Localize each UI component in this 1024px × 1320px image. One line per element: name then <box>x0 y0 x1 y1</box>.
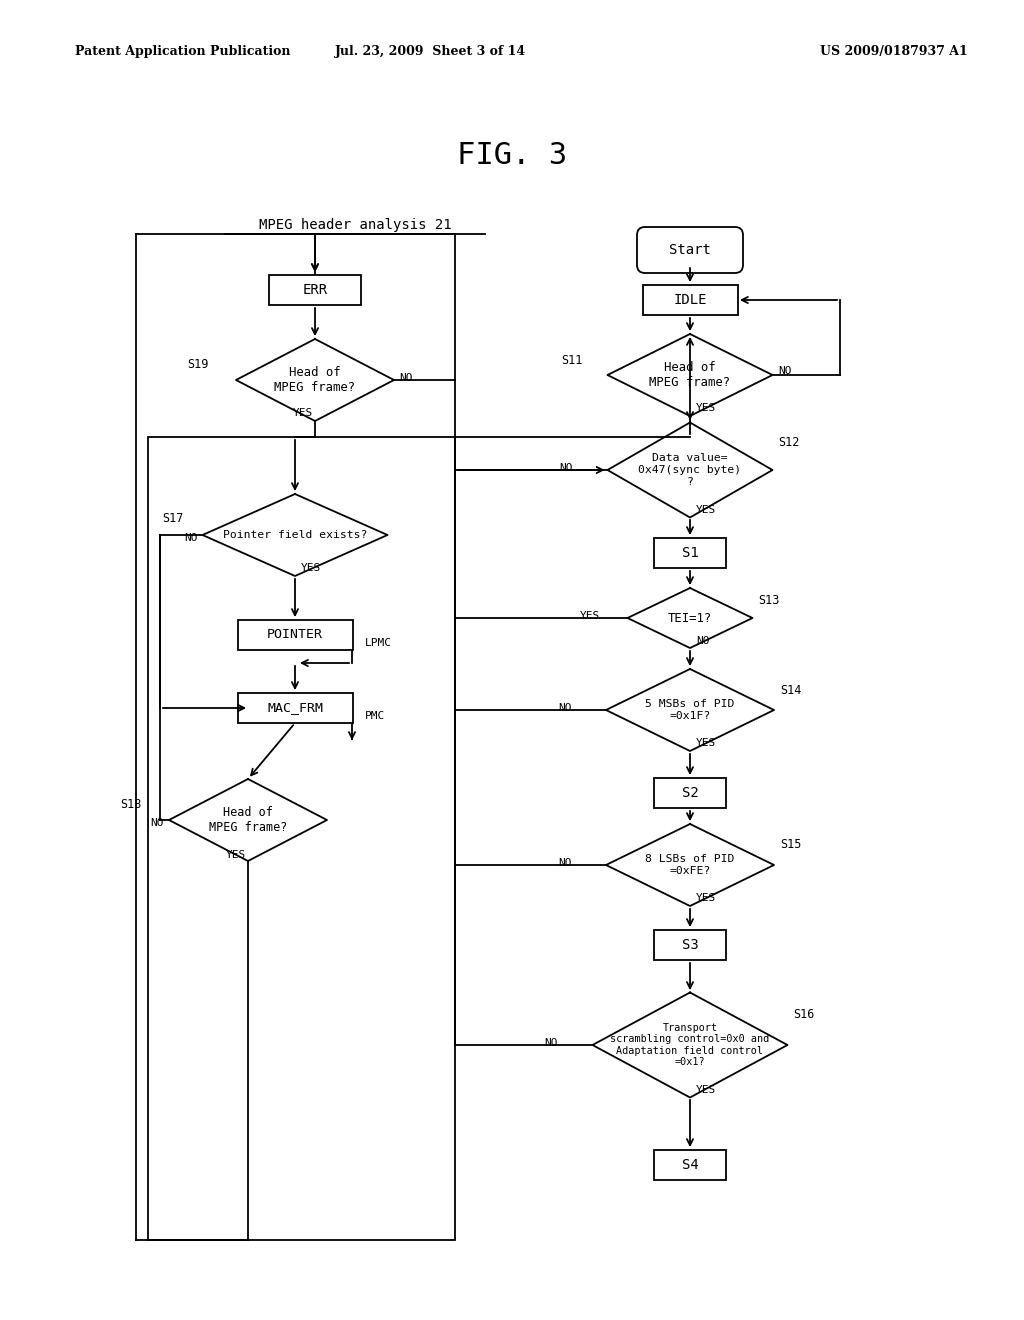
Text: 8 LSBs of PID
=0xFE?: 8 LSBs of PID =0xFE? <box>645 854 734 875</box>
Text: MPEG header analysis 21: MPEG header analysis 21 <box>259 218 452 232</box>
Text: Jul. 23, 2009  Sheet 3 of 14: Jul. 23, 2009 Sheet 3 of 14 <box>335 45 525 58</box>
FancyBboxPatch shape <box>654 539 726 568</box>
Text: S12: S12 <box>778 436 800 449</box>
Text: S17: S17 <box>162 512 183 525</box>
Text: S11: S11 <box>561 355 583 367</box>
Polygon shape <box>607 422 772 517</box>
Text: FIG. 3: FIG. 3 <box>457 140 567 169</box>
Polygon shape <box>606 824 774 906</box>
Text: S1: S1 <box>682 546 698 560</box>
Text: IDLE: IDLE <box>673 293 707 308</box>
Text: US 2009/0187937 A1: US 2009/0187937 A1 <box>820 45 968 58</box>
FancyBboxPatch shape <box>654 777 726 808</box>
Text: Start: Start <box>669 243 711 257</box>
Text: Head of
MPEG frame?: Head of MPEG frame? <box>209 807 287 834</box>
Text: YES: YES <box>696 894 716 903</box>
Text: NO: NO <box>184 533 198 543</box>
Text: ERR: ERR <box>302 282 328 297</box>
Text: Data value=
0x47(sync byte)
?: Data value= 0x47(sync byte) ? <box>638 453 741 487</box>
Polygon shape <box>606 669 774 751</box>
Text: S4: S4 <box>682 1158 698 1172</box>
Text: Patent Application Publication: Patent Application Publication <box>75 45 291 58</box>
FancyBboxPatch shape <box>654 1150 726 1180</box>
Text: Pointer field exists?: Pointer field exists? <box>223 531 368 540</box>
Polygon shape <box>593 993 787 1097</box>
Text: POINTER: POINTER <box>267 628 323 642</box>
Text: NO: NO <box>151 818 164 828</box>
Text: NO: NO <box>778 366 792 376</box>
Text: NO: NO <box>559 463 573 473</box>
Text: S16: S16 <box>794 1008 815 1022</box>
Text: NO: NO <box>558 858 571 869</box>
FancyBboxPatch shape <box>654 931 726 960</box>
Text: S2: S2 <box>682 785 698 800</box>
Text: 5 MSBs of PID
=0x1F?: 5 MSBs of PID =0x1F? <box>645 700 734 721</box>
Text: YES: YES <box>293 408 313 418</box>
Polygon shape <box>628 587 753 648</box>
Text: S18: S18 <box>120 797 141 810</box>
Text: YES: YES <box>696 738 716 748</box>
Text: YES: YES <box>696 506 716 515</box>
Text: NO: NO <box>696 636 710 645</box>
Polygon shape <box>607 334 772 416</box>
Text: YES: YES <box>696 1085 716 1096</box>
FancyBboxPatch shape <box>238 693 352 723</box>
Text: NO: NO <box>545 1038 558 1048</box>
Bar <box>148 437 455 1239</box>
Text: TEI=1?: TEI=1? <box>668 611 712 624</box>
Text: NO: NO <box>399 374 413 383</box>
Text: S3: S3 <box>682 939 698 952</box>
Text: YES: YES <box>226 850 246 861</box>
FancyBboxPatch shape <box>269 275 361 305</box>
Polygon shape <box>236 339 394 421</box>
Text: S14: S14 <box>780 684 802 697</box>
Text: Head of
MPEG frame?: Head of MPEG frame? <box>649 360 730 389</box>
Text: PMC: PMC <box>365 711 385 721</box>
Text: YES: YES <box>301 564 322 573</box>
Text: MAC_FRM: MAC_FRM <box>267 701 323 714</box>
Polygon shape <box>169 779 327 861</box>
Text: YES: YES <box>696 403 716 413</box>
FancyBboxPatch shape <box>637 227 743 273</box>
Text: YES: YES <box>580 611 600 620</box>
Text: S15: S15 <box>780 838 802 851</box>
Text: NO: NO <box>558 704 571 713</box>
Text: Transport
scrambling control=0x0 and
Adaptation field control
=0x1?: Transport scrambling control=0x0 and Ada… <box>610 1023 770 1068</box>
FancyBboxPatch shape <box>642 285 737 315</box>
Text: S13: S13 <box>759 594 780 606</box>
FancyBboxPatch shape <box>238 620 352 649</box>
Text: LPMC: LPMC <box>365 638 392 648</box>
Text: S19: S19 <box>187 358 209 371</box>
Text: Head of
MPEG frame?: Head of MPEG frame? <box>274 366 355 393</box>
Polygon shape <box>203 494 387 576</box>
